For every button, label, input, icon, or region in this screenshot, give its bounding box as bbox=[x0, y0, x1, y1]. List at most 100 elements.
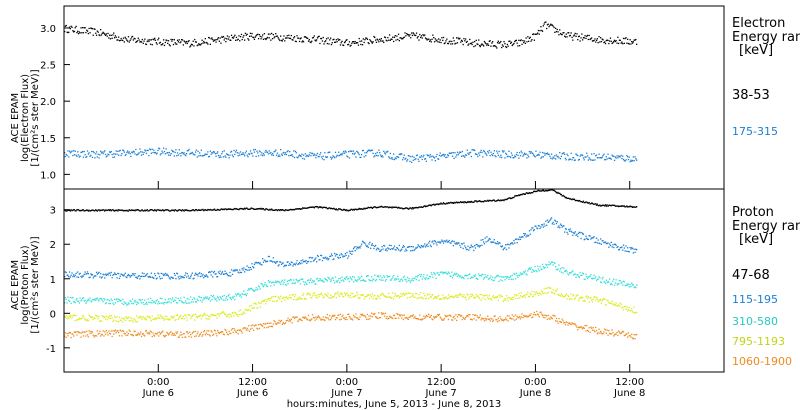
data-point bbox=[445, 271, 447, 273]
data-point bbox=[400, 278, 402, 281]
data-point bbox=[147, 316, 149, 318]
data-point bbox=[421, 318, 423, 320]
data-point bbox=[184, 302, 186, 304]
data-point bbox=[158, 317, 161, 319]
data-point bbox=[149, 39, 151, 41]
data-point bbox=[445, 40, 447, 42]
data-point bbox=[436, 39, 438, 41]
data-point bbox=[312, 293, 315, 295]
data-point bbox=[248, 305, 251, 307]
data-point bbox=[465, 296, 467, 298]
data-point bbox=[226, 153, 229, 156]
data-point bbox=[194, 330, 197, 333]
data-point bbox=[380, 294, 382, 296]
data-point bbox=[229, 208, 231, 210]
data-point bbox=[627, 247, 629, 249]
data-point bbox=[290, 297, 292, 299]
data-point bbox=[374, 294, 376, 296]
data-point bbox=[538, 270, 540, 272]
data-point bbox=[311, 206, 313, 208]
data-point bbox=[340, 318, 342, 320]
data-point bbox=[564, 35, 566, 37]
data-point bbox=[452, 245, 454, 247]
data-point bbox=[290, 34, 292, 37]
proton-ylabel-line3: [1/(cm²s ster MeV)] bbox=[30, 236, 41, 333]
data-point bbox=[78, 302, 80, 304]
data-point bbox=[381, 313, 383, 315]
data-point bbox=[185, 314, 187, 316]
data-point bbox=[595, 41, 597, 43]
data-point bbox=[492, 276, 494, 279]
data-point bbox=[111, 335, 113, 338]
data-point bbox=[145, 274, 147, 277]
data-point bbox=[73, 301, 76, 303]
data-point bbox=[258, 34, 261, 36]
data-point bbox=[322, 155, 324, 157]
data-point bbox=[69, 28, 71, 30]
data-point bbox=[181, 209, 184, 211]
data-point bbox=[469, 296, 471, 298]
data-point bbox=[585, 235, 587, 237]
data-point bbox=[387, 296, 389, 298]
data-point bbox=[395, 158, 397, 160]
data-point bbox=[222, 35, 225, 38]
data-point bbox=[398, 297, 400, 299]
data-point bbox=[488, 238, 490, 240]
data-point bbox=[609, 204, 611, 206]
data-point bbox=[470, 155, 472, 158]
data-point bbox=[196, 273, 198, 276]
data-point bbox=[217, 208, 219, 211]
data-point bbox=[159, 297, 161, 299]
data-point bbox=[376, 247, 378, 249]
data-point bbox=[555, 266, 557, 268]
data-point bbox=[127, 273, 130, 276]
data-point bbox=[402, 157, 405, 159]
data-point bbox=[229, 313, 231, 316]
data-point bbox=[420, 36, 422, 39]
data-point bbox=[226, 315, 229, 317]
data-point bbox=[407, 34, 409, 36]
data-point bbox=[550, 262, 552, 265]
data-point bbox=[307, 292, 309, 294]
data-point bbox=[256, 208, 258, 210]
data-point bbox=[283, 281, 285, 283]
data-point bbox=[273, 209, 275, 211]
data-point bbox=[270, 260, 272, 262]
data-point bbox=[281, 154, 283, 156]
xtick-time-label: 12:00 bbox=[615, 377, 644, 388]
data-point bbox=[267, 153, 270, 155]
data-point bbox=[165, 148, 167, 150]
data-point bbox=[375, 206, 377, 208]
data-point bbox=[323, 43, 325, 45]
data-point bbox=[382, 40, 384, 42]
data-point bbox=[553, 261, 555, 264]
data-point bbox=[460, 201, 463, 204]
data-point bbox=[298, 318, 301, 320]
data-point bbox=[545, 152, 547, 155]
data-point bbox=[604, 41, 606, 43]
data-point bbox=[302, 40, 304, 42]
data-point bbox=[359, 247, 361, 249]
data-point bbox=[544, 225, 546, 227]
data-point bbox=[346, 318, 348, 321]
data-point bbox=[365, 244, 367, 246]
data-point bbox=[613, 204, 615, 206]
data-point bbox=[115, 273, 117, 276]
data-point bbox=[622, 205, 624, 207]
data-point bbox=[118, 209, 120, 211]
data-point bbox=[239, 313, 241, 316]
series-115-195 bbox=[64, 217, 638, 280]
data-point bbox=[501, 280, 504, 282]
data-point bbox=[249, 328, 252, 330]
data-point bbox=[479, 314, 481, 316]
data-point bbox=[202, 208, 204, 211]
data-point bbox=[368, 293, 370, 296]
data-point bbox=[384, 206, 386, 208]
data-point bbox=[397, 33, 400, 35]
data-point bbox=[305, 36, 307, 38]
data-point bbox=[496, 274, 499, 277]
data-point bbox=[596, 242, 598, 244]
data-point bbox=[526, 41, 528, 43]
data-point bbox=[272, 257, 274, 259]
data-point bbox=[210, 153, 212, 155]
